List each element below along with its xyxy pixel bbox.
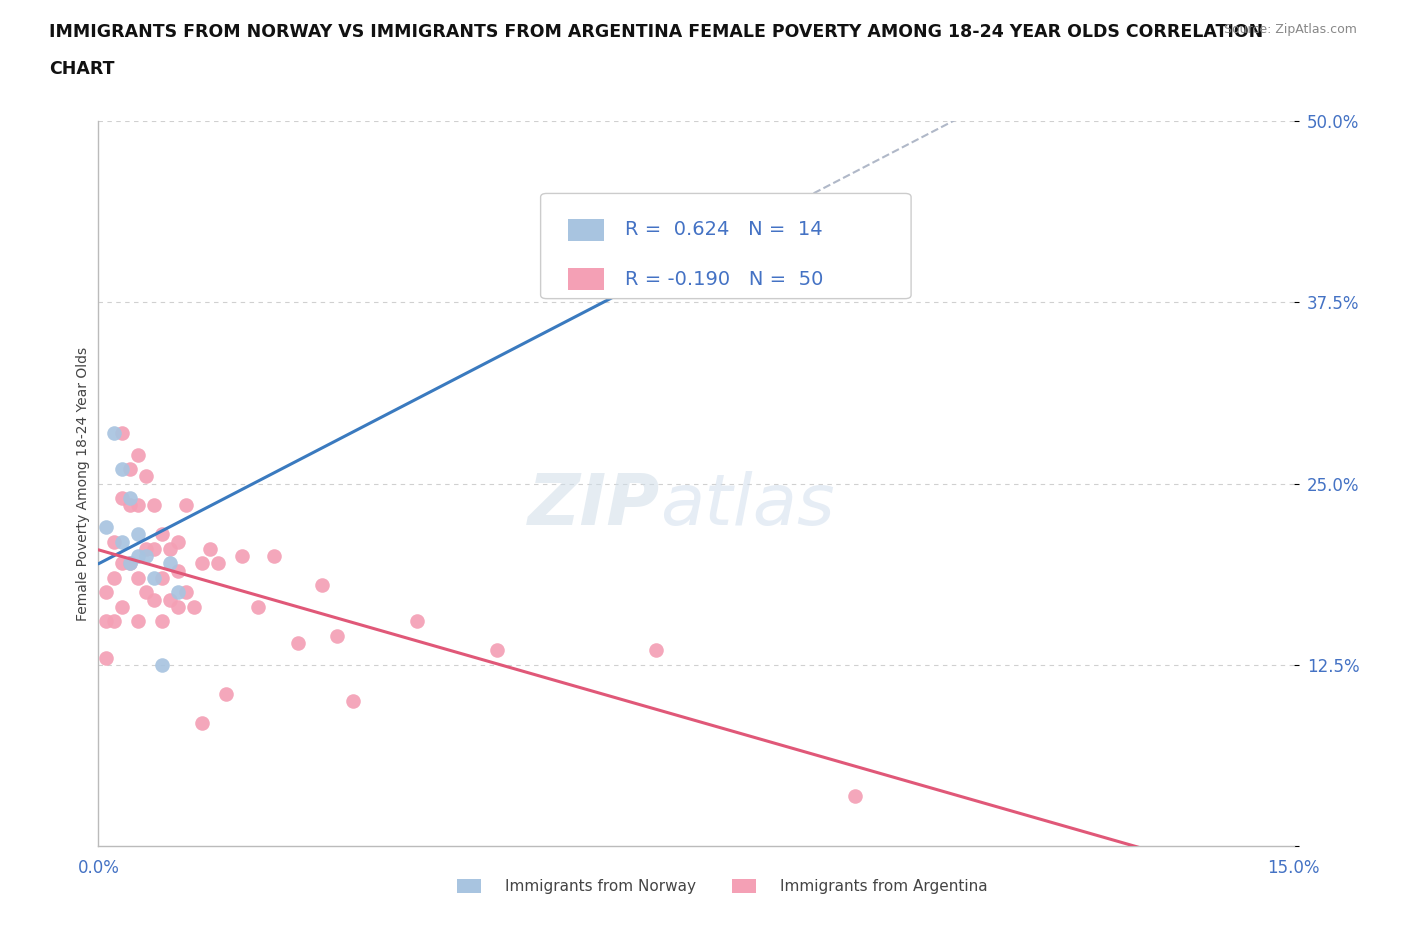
Point	[127, 447, 149, 462]
Point	[135, 585, 157, 600]
Point	[127, 570, 149, 585]
Y-axis label: Female Poverty Among 18-24 Year Olds: Female Poverty Among 18-24 Year Olds	[76, 347, 90, 620]
Point	[103, 534, 125, 549]
Point	[246, 600, 269, 615]
Point	[127, 549, 149, 564]
FancyBboxPatch shape	[568, 219, 605, 241]
Point	[263, 549, 285, 564]
Point	[406, 614, 429, 629]
Point	[174, 498, 197, 512]
Point	[135, 469, 157, 484]
Point	[96, 650, 118, 665]
Text: Source: ZipAtlas.com: Source: ZipAtlas.com	[1223, 23, 1357, 36]
Text: atlas: atlas	[661, 471, 835, 539]
Point	[127, 614, 149, 629]
FancyBboxPatch shape	[541, 193, 911, 299]
Text: IMMIGRANTS FROM NORWAY VS IMMIGRANTS FROM ARGENTINA FEMALE POVERTY AMONG 18-24 Y: IMMIGRANTS FROM NORWAY VS IMMIGRANTS FRO…	[49, 23, 1264, 41]
Point	[96, 614, 118, 629]
Point	[143, 592, 166, 607]
Point	[191, 556, 214, 571]
Point	[120, 556, 142, 571]
FancyBboxPatch shape	[568, 268, 605, 290]
Text: Immigrants from Argentina: Immigrants from Argentina	[780, 879, 987, 894]
Point	[150, 614, 173, 629]
Point	[231, 549, 253, 564]
Text: Immigrants from Norway: Immigrants from Norway	[505, 879, 696, 894]
Point	[167, 585, 190, 600]
Point	[120, 491, 142, 506]
Point	[198, 541, 221, 556]
Point	[174, 585, 197, 600]
Point	[326, 629, 349, 644]
Point	[685, 222, 707, 237]
Point	[135, 541, 157, 556]
Point	[127, 527, 149, 542]
Point	[167, 534, 190, 549]
Point	[111, 600, 134, 615]
Point	[844, 788, 866, 803]
Point	[645, 643, 668, 658]
Point	[120, 556, 142, 571]
Point	[135, 549, 157, 564]
Point	[167, 600, 190, 615]
Point	[150, 527, 173, 542]
Text: R = -0.190   N =  50: R = -0.190 N = 50	[626, 270, 824, 288]
Point	[143, 570, 166, 585]
Point	[207, 556, 229, 571]
Point	[150, 658, 173, 672]
Text: ZIP: ZIP	[527, 471, 661, 539]
Point	[143, 541, 166, 556]
Point	[103, 570, 125, 585]
FancyBboxPatch shape	[457, 879, 481, 894]
Point	[111, 534, 134, 549]
Point	[287, 636, 309, 651]
Point	[127, 498, 149, 512]
Point	[485, 643, 508, 658]
Point	[111, 556, 134, 571]
Point	[159, 592, 181, 607]
Text: R =  0.624   N =  14: R = 0.624 N = 14	[626, 220, 823, 239]
Point	[120, 461, 142, 476]
FancyBboxPatch shape	[733, 879, 755, 894]
Point	[159, 541, 181, 556]
Point	[111, 491, 134, 506]
Point	[120, 498, 142, 512]
Point	[191, 715, 214, 730]
Point	[111, 461, 134, 476]
Point	[103, 614, 125, 629]
Point	[103, 425, 125, 440]
Point	[311, 578, 333, 592]
Point	[183, 600, 205, 615]
Point	[167, 564, 190, 578]
Text: CHART: CHART	[49, 60, 115, 78]
Point	[215, 686, 238, 701]
Point	[96, 520, 118, 535]
Point	[159, 556, 181, 571]
Point	[342, 694, 364, 709]
Point	[143, 498, 166, 512]
Point	[111, 425, 134, 440]
Point	[150, 570, 173, 585]
Point	[96, 585, 118, 600]
